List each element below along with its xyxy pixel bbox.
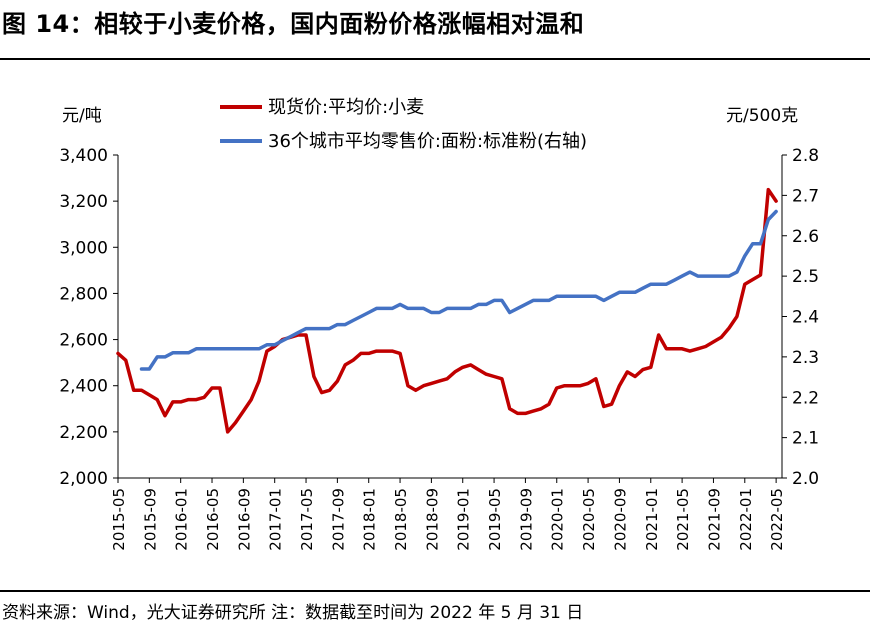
x-tick-label: 2022-05: [768, 488, 786, 551]
x-tick-label: 2016-01: [173, 488, 191, 551]
right-tick-label: 2.7: [792, 186, 819, 206]
x-tick-label: 2021-05: [674, 488, 692, 551]
right-tick-label: 2.3: [792, 348, 819, 368]
legend-label-flour: 36个城市平均零售价:面粉:标准粉(右轴): [268, 131, 587, 152]
x-tick-label: 2021-09: [705, 488, 723, 551]
top-rule: [0, 58, 870, 60]
x-tick-label: 2019-05: [486, 488, 504, 551]
right-axis-unit: 元/500克: [726, 106, 799, 126]
right-tick-label: 2.1: [792, 429, 819, 449]
x-tick-label: 2018-09: [423, 488, 441, 551]
left-tick-label: 2,800: [59, 284, 108, 304]
left-tick-label: 2,200: [59, 423, 108, 443]
right-tick-label: 2.5: [792, 267, 819, 287]
left-axis-unit: 元/吨: [62, 106, 102, 126]
right-tick-label: 2.4: [792, 308, 819, 328]
left-tick-label: 3,000: [59, 238, 108, 258]
x-tick-label: 2020-09: [611, 488, 629, 551]
x-tick-label: 2017-01: [267, 488, 285, 551]
left-tick-label: 3,200: [59, 192, 108, 212]
x-tick-label: 2019-09: [517, 488, 535, 551]
right-tick-label: 2.0: [792, 469, 819, 489]
left-tick-label: 3,400: [59, 146, 108, 166]
x-tick-label: 2018-05: [392, 488, 410, 551]
bottom-rule: [0, 590, 870, 592]
flour-price-line: [139, 209, 778, 371]
left-tick-label: 2,600: [59, 331, 108, 351]
chart-title: 图 14：相较于小麦价格，国内面粉价格涨幅相对温和: [2, 10, 585, 38]
x-tick-label: 2017-05: [298, 488, 316, 551]
x-tick-label: 2015-09: [141, 488, 159, 551]
wheat-price-line: [116, 187, 778, 434]
x-tick-label: 2021-01: [643, 488, 661, 551]
right-tick-label: 2.6: [792, 227, 819, 247]
x-tick-label: 2016-05: [204, 488, 222, 551]
right-tick-label: 2.2: [792, 388, 819, 408]
x-tick-label: 2020-01: [549, 488, 567, 551]
left-tick-label: 2,000: [59, 469, 108, 489]
x-tick-label: 2020-05: [580, 488, 598, 551]
x-tick-label: 2018-01: [361, 488, 379, 551]
x-tick-label: 2015-05: [110, 488, 128, 551]
x-tick-label: 2019-01: [455, 488, 473, 551]
left-tick-label: 2,400: [59, 377, 108, 397]
x-tick-label: 2022-01: [737, 488, 755, 551]
x-tick-label: 2016-09: [235, 488, 253, 551]
source-note: 资料来源：Wind，光大证券研究所 注：数据截至时间为 2022 年 5 月 3…: [2, 603, 584, 623]
x-tick-label: 2017-09: [329, 488, 347, 551]
legend-label-wheat: 现货价:平均价:小麦: [268, 97, 424, 118]
right-tick-label: 2.8: [792, 146, 819, 166]
